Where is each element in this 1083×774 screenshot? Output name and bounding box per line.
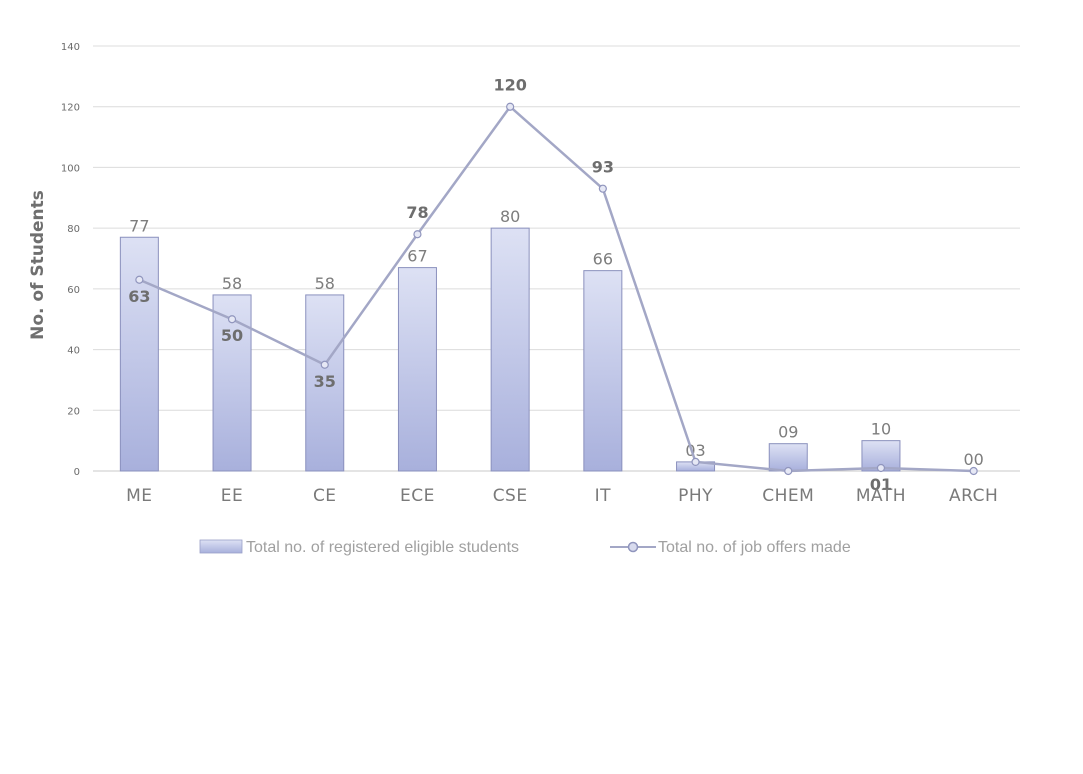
line-point xyxy=(598,184,607,193)
x-tick-label: MATH xyxy=(856,486,906,506)
line-data-label: 35 xyxy=(314,372,336,391)
bar-data-label: 10 xyxy=(871,420,891,439)
y-tick-label: 100 xyxy=(61,163,80,174)
bar xyxy=(119,236,159,472)
x-tick-label: ARCH xyxy=(949,486,998,506)
x-axis-categories: ME EE CE ECE CSE IT PHY CHEM MATH ARCH xyxy=(126,486,998,506)
legend-line-marker xyxy=(627,541,639,553)
bar xyxy=(305,294,345,472)
line-point xyxy=(691,457,700,466)
bar-data-label: 00 xyxy=(963,450,983,469)
line-point xyxy=(969,466,978,476)
bar xyxy=(490,227,530,472)
legend: Total no. of registered eligible student… xyxy=(199,539,851,556)
line-point xyxy=(135,275,144,284)
legend-line-label: Total no. of job offers made xyxy=(658,539,851,556)
x-tick-label: CE xyxy=(313,486,337,506)
y-tick-label: 40 xyxy=(67,346,80,357)
y-axis-ticks: 0 20 40 60 80 100 120 140 xyxy=(61,42,80,478)
bar xyxy=(397,267,437,472)
y-axis-label: No. of Students xyxy=(28,190,48,340)
y-tick-label: 80 xyxy=(67,224,80,235)
x-tick-label: CSE xyxy=(493,486,528,506)
bar-data-label: 66 xyxy=(593,250,613,269)
bar-data-label: 80 xyxy=(500,207,520,226)
line-point xyxy=(506,102,515,111)
bar-data-label: 09 xyxy=(778,423,798,442)
bar-series xyxy=(119,227,901,472)
line-point xyxy=(784,466,793,476)
line-data-label: 50 xyxy=(221,326,243,345)
series-line xyxy=(138,104,974,473)
x-tick-label: CHEM xyxy=(762,486,814,506)
y-tick-label: 20 xyxy=(67,406,80,417)
line-point xyxy=(320,360,329,369)
bar-data-label: 67 xyxy=(407,247,427,266)
bar-data-label: 58 xyxy=(315,274,335,293)
bar xyxy=(768,443,808,472)
bar xyxy=(583,270,623,472)
line-data-labels: 63 50 35 78 120 93 01 xyxy=(128,76,892,494)
x-tick-label: IT xyxy=(595,486,612,506)
x-tick-label: ECE xyxy=(400,486,435,506)
line-data-label: 93 xyxy=(592,158,614,177)
y-tick-label: 60 xyxy=(67,285,80,296)
x-tick-label: PHY xyxy=(678,486,713,506)
y-tick-label: 0 xyxy=(74,467,80,478)
y-tick-label: 120 xyxy=(61,103,80,114)
y-tick-label: 140 xyxy=(61,42,80,53)
line-point xyxy=(227,315,237,324)
line-data-label: 63 xyxy=(128,287,150,306)
line-data-label: 78 xyxy=(406,203,428,222)
line-point xyxy=(413,230,422,239)
line-series xyxy=(135,102,978,476)
legend-bar-swatch xyxy=(199,539,243,554)
line-data-label: 120 xyxy=(493,76,526,95)
legend-bar-label: Total no. of registered eligible student… xyxy=(246,539,519,556)
bar-data-label: 77 xyxy=(129,216,149,235)
line-data-label: 01 xyxy=(870,475,892,494)
bar-data-label: 58 xyxy=(222,274,242,293)
line-point xyxy=(876,463,886,473)
x-tick-label: EE xyxy=(221,486,243,506)
x-tick-label: ME xyxy=(126,486,152,506)
